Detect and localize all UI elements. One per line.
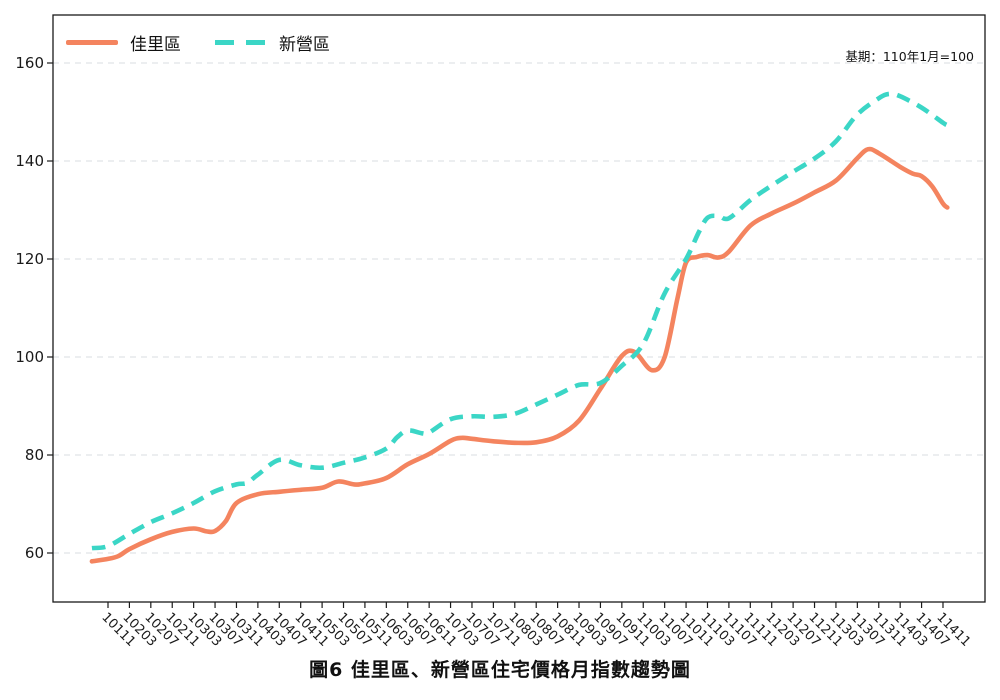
ytick-label-100: 100: [15, 348, 44, 366]
legend-label-xinying: 新營區: [279, 35, 330, 55]
ytick-label-140: 140: [15, 152, 44, 170]
chart-title: 圖6 佳里區、新營區住宅價格月指數趨勢圖: [309, 659, 691, 681]
ytick-label-60: 60: [24, 544, 44, 562]
jiali-line-swatch-icon: [66, 40, 118, 45]
ytick-label-160: 160: [15, 54, 44, 72]
series-line-jiali: [89, 146, 950, 564]
plot-border: [52, 14, 986, 603]
legend: 佳里區 新營區: [66, 30, 330, 55]
legend-item-xinying: 新營區: [215, 30, 330, 55]
ytick-label-120: 120: [15, 250, 44, 268]
xinying-dashed-swatch-icon: [215, 40, 267, 45]
ytick-label-80: 80: [24, 446, 44, 464]
legend-label-jiali: 佳里區: [130, 35, 181, 55]
legend-item-jiali: 佳里區: [66, 30, 181, 55]
base-period-note: 基期：110年1月=100: [845, 49, 974, 64]
series-line-xinying: [91, 91, 949, 551]
